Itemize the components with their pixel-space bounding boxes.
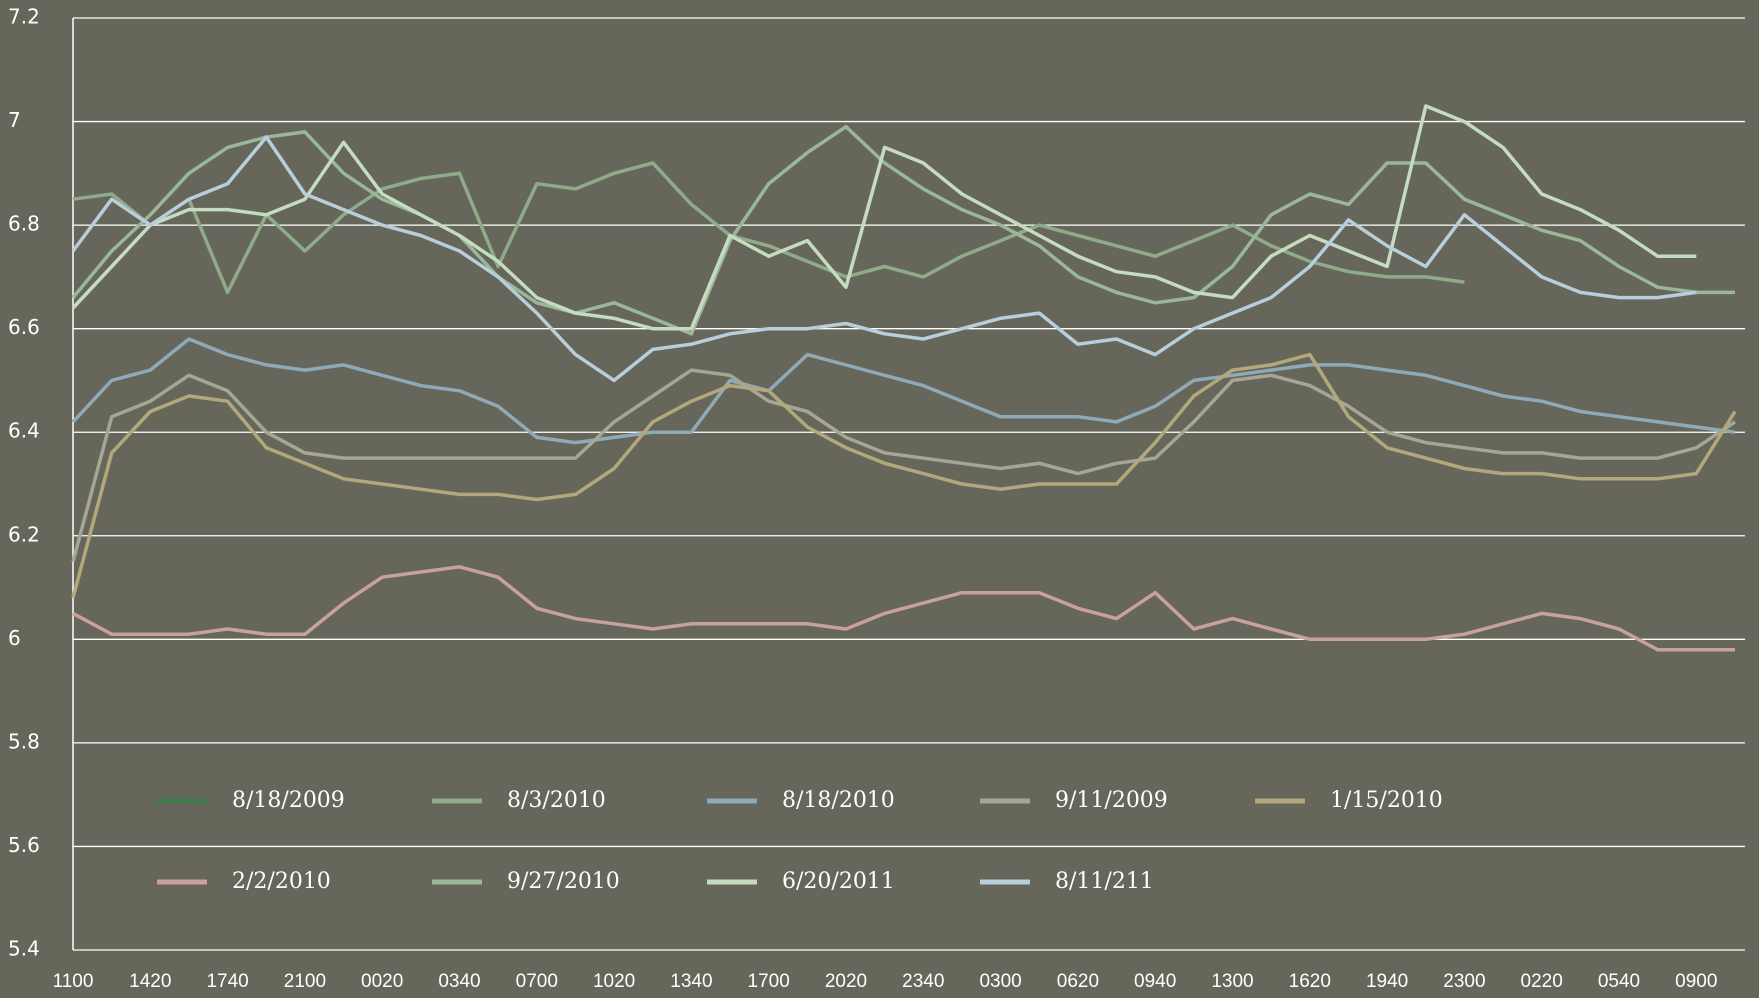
legend-label: 8/18/2010: [782, 788, 895, 813]
y-tick-label: 5.6: [8, 833, 40, 857]
legend-label: 8/11/211: [1055, 869, 1154, 894]
x-tick-label: 1340: [670, 971, 712, 992]
series-line: [72, 161, 1465, 295]
x-tick-label: 0220: [1521, 971, 1563, 992]
y-tick-label: 6.2: [8, 522, 40, 546]
y-tick-label: 7: [8, 108, 21, 132]
x-tick-label: 0020: [361, 971, 403, 992]
x-tick-label: 2100: [284, 971, 326, 992]
x-tick-label: 1020: [593, 971, 635, 992]
legend-label: 1/15/2010: [1330, 788, 1443, 813]
x-tick-label: 0620: [1057, 971, 1099, 992]
x-tick-label: 0300: [979, 971, 1021, 992]
legend-label: 8/18/2009: [232, 788, 345, 813]
y-tick-label: 6.6: [8, 315, 40, 339]
series-line: [71, 337, 1736, 445]
series-line: [71, 124, 1735, 336]
y-tick-label: 6: [8, 626, 21, 650]
x-tick-label: 2020: [825, 971, 867, 992]
legend-label: 9/11/2009: [1055, 788, 1168, 813]
x-tick-label: 1420: [129, 971, 171, 992]
series-line: [71, 104, 1697, 331]
series-line: [72, 565, 1735, 652]
x-tick-label: 1100: [53, 971, 94, 992]
y-tick-label: 7.2: [8, 5, 40, 29]
x-tick-label: 0700: [516, 971, 558, 992]
x-tick-label: 1620: [1289, 971, 1331, 992]
legend-label: 6/20/2011: [782, 869, 895, 894]
x-tick-label: 0900: [1675, 971, 1717, 992]
y-tick-label: 6.4: [8, 419, 40, 443]
x-tick-label: 2340: [902, 971, 944, 992]
series-line: [71, 352, 1737, 599]
y-tick-label: 6.8: [8, 212, 40, 236]
y-tick-label: 5.8: [8, 729, 40, 753]
x-tick-label: 1300: [1211, 971, 1253, 992]
x-tick-label: 0540: [1598, 971, 1640, 992]
legend-label: 2/2/2010: [232, 869, 331, 894]
x-tick-label: 1940: [1366, 971, 1408, 992]
x-tick-label: 0940: [1134, 971, 1176, 992]
x-tick-label: 2300: [1443, 971, 1485, 992]
series-line: [71, 368, 1736, 563]
x-tick-label: 0340: [438, 971, 480, 992]
y-tick-label: 5.4: [8, 937, 40, 961]
x-tick-label: 1700: [748, 971, 790, 992]
series-line: [71, 135, 1697, 383]
x-tick-label: 1740: [206, 971, 248, 992]
legend-label: 9/27/2010: [507, 869, 620, 894]
legend-label: 8/3/2010: [507, 788, 606, 813]
